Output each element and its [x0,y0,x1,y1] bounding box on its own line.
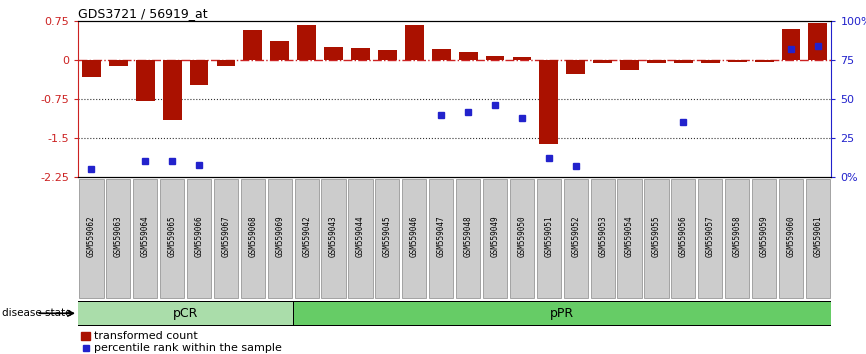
FancyBboxPatch shape [402,179,426,298]
Bar [351,48,370,60]
Bar [136,60,155,101]
Bar [297,25,316,60]
Text: GSM559048: GSM559048 [463,216,473,257]
FancyBboxPatch shape [752,179,776,298]
Bar [727,60,746,62]
Bar [647,60,666,63]
FancyBboxPatch shape [591,179,615,298]
FancyBboxPatch shape [321,179,346,298]
Text: GSM559069: GSM559069 [275,216,284,257]
Text: GSM559057: GSM559057 [706,216,714,257]
Text: GSM559060: GSM559060 [786,216,796,257]
Text: GSM559066: GSM559066 [195,216,204,257]
FancyBboxPatch shape [107,179,131,298]
Bar [540,60,559,144]
FancyBboxPatch shape [160,179,184,298]
Text: GSM559067: GSM559067 [222,216,230,257]
Bar [270,41,289,60]
Text: GSM559055: GSM559055 [652,216,661,257]
Bar [432,49,450,60]
Text: GSM559059: GSM559059 [759,216,769,257]
Bar [593,60,612,63]
Bar [79,302,293,325]
FancyBboxPatch shape [133,179,158,298]
Text: GSM559056: GSM559056 [679,216,688,257]
FancyBboxPatch shape [537,179,561,298]
Bar [243,30,262,60]
FancyBboxPatch shape [483,179,507,298]
Text: pCR: pCR [173,307,198,320]
Bar [782,29,800,60]
Text: disease state: disease state [2,308,71,318]
FancyBboxPatch shape [564,179,588,298]
Text: GSM559046: GSM559046 [410,216,419,257]
Bar [674,60,693,63]
Bar [513,57,532,60]
FancyBboxPatch shape [725,179,749,298]
Bar [405,25,423,60]
Text: GSM559051: GSM559051 [545,216,553,257]
Text: percentile rank within the sample: percentile rank within the sample [94,343,281,353]
Text: pPR: pPR [550,307,574,320]
FancyBboxPatch shape [779,179,803,298]
Bar [620,60,639,69]
FancyBboxPatch shape [241,179,265,298]
Text: transformed count: transformed count [94,331,197,341]
Bar [566,60,585,74]
FancyBboxPatch shape [214,179,238,298]
FancyBboxPatch shape [510,179,534,298]
Bar [701,60,720,63]
Text: GSM559044: GSM559044 [356,216,365,257]
Bar [81,332,90,341]
Bar [216,60,236,67]
Bar [109,60,127,67]
FancyBboxPatch shape [375,179,399,298]
FancyBboxPatch shape [80,179,104,298]
Bar [486,56,504,60]
Text: GSM559053: GSM559053 [598,216,607,257]
FancyBboxPatch shape [268,179,292,298]
Text: GSM559058: GSM559058 [733,216,741,257]
Text: GSM559054: GSM559054 [625,216,634,257]
Text: GSM559052: GSM559052 [572,216,580,257]
Bar [294,302,830,325]
Bar [754,60,773,62]
Text: GSM559064: GSM559064 [140,216,150,257]
Bar [809,23,827,60]
Bar [459,52,477,60]
Text: GSM559045: GSM559045 [383,216,392,257]
FancyBboxPatch shape [294,179,319,298]
Text: GSM559061: GSM559061 [813,216,823,257]
Text: GSM559049: GSM559049 [490,216,500,257]
FancyBboxPatch shape [456,179,481,298]
Text: GSM559062: GSM559062 [87,216,96,257]
Text: GSM559065: GSM559065 [168,216,177,257]
FancyBboxPatch shape [617,179,642,298]
Text: GSM559063: GSM559063 [113,216,123,257]
FancyBboxPatch shape [348,179,372,298]
FancyBboxPatch shape [644,179,669,298]
Bar [378,50,397,60]
Bar [82,60,100,77]
FancyBboxPatch shape [187,179,211,298]
FancyBboxPatch shape [805,179,830,298]
Bar [190,60,209,85]
Text: GDS3721 / 56919_at: GDS3721 / 56919_at [78,7,208,20]
Bar [324,47,343,60]
Text: GSM559050: GSM559050 [517,216,527,257]
Bar [163,60,182,120]
FancyBboxPatch shape [671,179,695,298]
Text: GSM559068: GSM559068 [249,216,257,257]
Text: GSM559047: GSM559047 [436,216,446,257]
FancyBboxPatch shape [698,179,722,298]
Text: GSM559043: GSM559043 [329,216,338,257]
FancyBboxPatch shape [429,179,453,298]
Text: GSM559042: GSM559042 [302,216,311,257]
